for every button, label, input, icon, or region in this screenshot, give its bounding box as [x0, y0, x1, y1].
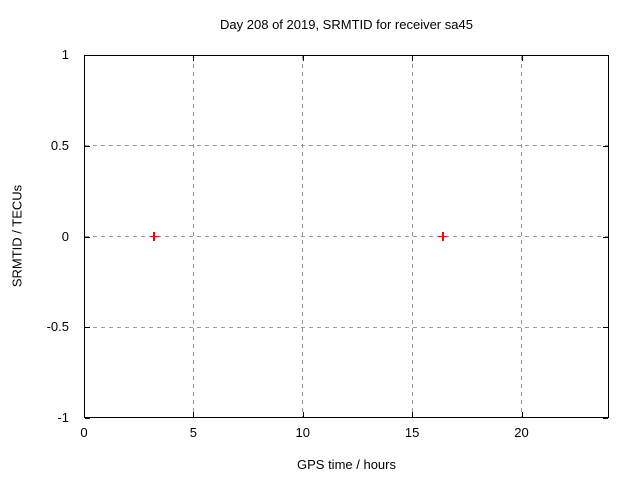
- plus-marker-vbar: [442, 232, 444, 241]
- x-tick-mark-top: [412, 56, 414, 61]
- y-tick-mark-left: [85, 418, 90, 419]
- x-tick-mark-bottom: [412, 412, 414, 417]
- x-tick-mark-top: [521, 56, 523, 61]
- data-point-marker: [438, 232, 448, 241]
- x-tick-label: 10: [295, 425, 310, 440]
- gridline-horizontal: [85, 145, 608, 147]
- x-tick-label: 15: [404, 425, 420, 440]
- y-tick-mark-left: [85, 55, 90, 56]
- x-tick-mark-bottom: [521, 412, 523, 417]
- x-tick-mark-top: [193, 56, 195, 61]
- y-tick-mark-right: [603, 418, 608, 419]
- y-tick-mark-left: [85, 236, 90, 238]
- y-tick-mark-right: [603, 145, 608, 147]
- plot-area: [84, 55, 609, 418]
- data-point-marker: [149, 232, 159, 241]
- x-axis-label: GPS time / hours: [297, 457, 396, 472]
- y-tick-label: -1: [57, 410, 69, 425]
- x-tick-mark-bottom: [84, 412, 85, 417]
- y-tick-label: 0: [61, 228, 69, 244]
- chart-title: Day 208 of 2019, SRMTID for receiver sa4…: [220, 17, 473, 32]
- x-tick-label: 0: [80, 425, 88, 440]
- plus-marker-vbar: [153, 232, 155, 241]
- y-tick-mark-left: [85, 327, 90, 329]
- y-tick-mark-left: [85, 145, 90, 147]
- y-tick-label: -0.5: [46, 319, 69, 335]
- x-tick-mark-top: [84, 56, 85, 61]
- y-tick-mark-right: [603, 236, 608, 238]
- gridline-horizontal: [85, 236, 608, 237]
- y-tick-label: 0.5: [50, 137, 69, 153]
- x-tick-mark-bottom: [193, 412, 195, 417]
- y-tick-mark-right: [603, 327, 608, 329]
- y-tick-mark-right: [603, 55, 608, 56]
- gridline-horizontal: [85, 326, 608, 328]
- y-tick-label: 1: [61, 47, 69, 62]
- x-tick-mark-top: [302, 56, 304, 61]
- x-tick-label: 5: [189, 425, 197, 440]
- x-tick-label: 20: [514, 425, 529, 440]
- x-tick-mark-bottom: [302, 412, 304, 417]
